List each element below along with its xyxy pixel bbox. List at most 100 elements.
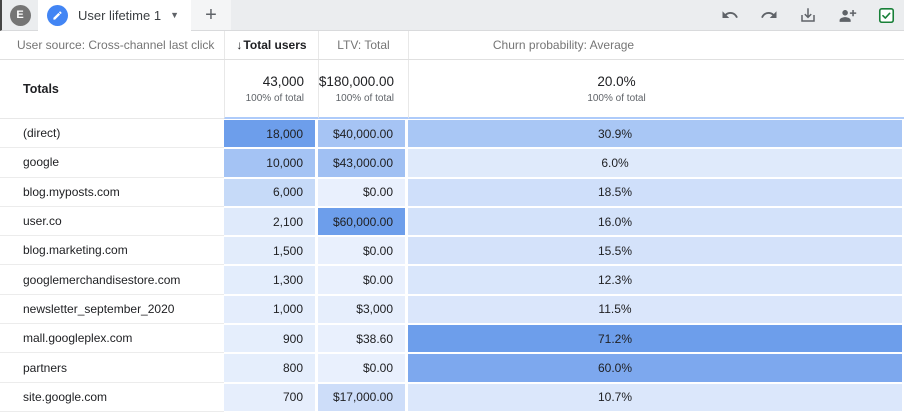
users-cell[interactable]: 1,300 [224,265,318,294]
chevron-down-icon[interactable]: ▼ [170,9,179,20]
dimension-cell[interactable]: user.co [0,207,224,237]
ltv-cell[interactable]: $0.00 [318,236,408,265]
table-row[interactable]: site.google.com 700 $17,000.00 10.7% [0,382,904,412]
ltv-heat-value: $0.00 [318,266,405,294]
header-churn[interactable]: Churn probability: Average [408,31,904,59]
users-cell[interactable]: 10,000 [224,148,318,177]
totals-churn-cell[interactable]: 20.0% 100% of total [408,60,904,119]
users-heat-value: 800 [224,354,315,382]
dimension-cell[interactable]: googlemerchandisestore.com [0,265,224,295]
churn-cell[interactable]: 71.2% [408,324,904,353]
table-row[interactable]: newsletter_september_2020 1,000 $3,000 11.5… [0,294,904,325]
churn-cell[interactable]: 30.9% [408,119,904,148]
table-row[interactable]: mall.googleplex.com 900 $38.60 71.2% [0,324,904,354]
users-cell[interactable]: 6,000 [224,178,318,207]
churn-heat-value: 6.0% [408,149,902,177]
tab-label: User lifetime 1 [78,7,162,23]
table-row[interactable]: partners 800 $0.00 60.0% [0,353,904,383]
avatar-wrap: E [2,0,38,30]
table-row[interactable]: (direct) 18,000 $40,000.00 30.9% [0,119,904,149]
ltv-cell[interactable]: $0.00 [318,178,408,207]
users-cell[interactable]: 900 [224,324,318,353]
header-ltv[interactable]: LTV: Total [318,31,408,59]
ltv-cell[interactable]: $17,000.00 [318,383,408,412]
churn-cell[interactable]: 11.5% [408,295,904,324]
undo-icon[interactable] [719,4,741,26]
totals-users-cell[interactable]: 43,000 100% of total [224,60,318,119]
users-cell[interactable]: 1,500 [224,236,318,265]
dimension-cell[interactable]: (direct) [0,119,224,149]
table-header-row: User source: Cross-channel last click ↓ … [0,31,904,60]
ltv-heat-value: $60,000.00 [318,207,405,236]
totals-churn-value: 20.0% [597,73,636,89]
table-row[interactable]: blog.marketing.com 1,500 $0.00 15.5% [0,236,904,266]
dimension-cell[interactable]: site.google.com [0,383,224,412]
users-cell[interactable]: 2,100 [224,207,318,236]
ltv-cell[interactable]: $0.00 [318,353,408,382]
ltv-heat-value: $43,000.00 [318,149,405,177]
users-cell[interactable]: 18,000 [224,119,318,148]
dimension-cell[interactable]: mall.googleplex.com [0,324,224,354]
top-bar: E User lifetime 1 ▼ + [0,0,904,31]
users-heat-value: 700 [224,383,315,411]
table-row[interactable]: googlemerchandisestore.com 1,300 $0.00 12.3… [0,265,904,295]
churn-heat-value: 71.2% [408,325,902,353]
users-heat-value: 1,000 [224,295,315,324]
redo-icon[interactable] [758,4,780,26]
add-tab-button[interactable]: + [191,0,231,30]
churn-cell[interactable]: 60.0% [408,353,904,382]
dimension-cell[interactable]: newsletter_september_2020 [0,295,224,325]
totals-users-value: 43,000 [262,73,304,89]
churn-heat-value: 15.5% [408,237,902,265]
table-body: (direct) 18,000 $40,000.00 30.9% google 10,00… [0,119,904,412]
churn-cell[interactable]: 16.0% [408,207,904,236]
users-heat-value: 10,000 [224,149,315,177]
churn-cell[interactable]: 18.5% [408,178,904,207]
ltv-heat-value: $0.00 [318,237,405,265]
churn-cell[interactable]: 12.3% [408,265,904,294]
users-cell[interactable]: 700 [224,383,318,412]
churn-heat-value: 30.9% [408,120,902,148]
ltv-heat-value: $17,000.00 [318,383,405,411]
header-dimension[interactable]: User source: Cross-channel last click [17,38,215,52]
plus-icon: + [205,3,217,26]
table-row[interactable]: user.co 2,100 $60,000.00 16.0% [0,206,904,237]
download-icon[interactable] [797,4,819,26]
totals-ltv-percent: 100% of total [335,92,394,104]
ltv-heat-value: $0.00 [318,354,405,382]
users-cell[interactable]: 800 [224,353,318,382]
users-cell[interactable]: 1,000 [224,295,318,324]
totals-churn-percent: 100% of total [587,92,646,104]
add-user-icon[interactable] [836,4,858,26]
avatar[interactable]: E [9,4,31,26]
ltv-cell[interactable]: $43,000.00 [318,148,408,177]
dimension-cell[interactable]: blog.marketing.com [0,236,224,266]
ltv-cell[interactable]: $0.00 [318,265,408,294]
ltv-cell[interactable]: $38.60 [318,324,408,353]
users-heat-value: 2,100 [224,207,315,236]
users-heat-value: 6,000 [224,178,315,206]
ltv-cell[interactable]: $60,000.00 [318,207,408,236]
churn-cell[interactable]: 15.5% [408,236,904,265]
table-row[interactable]: blog.myposts.com 6,000 $0.00 18.5% [0,177,904,207]
users-heat-value: 1,500 [224,237,315,265]
sheets-export-icon[interactable] [875,4,897,26]
tab-user-lifetime[interactable]: User lifetime 1 ▼ [38,0,191,31]
dimension-cell[interactable]: blog.myposts.com [0,178,224,207]
table-row[interactable]: google 10,000 $43,000.00 6.0% [0,148,904,178]
dimension-cell[interactable]: google [0,148,224,178]
ltv-cell[interactable]: $40,000.00 [318,119,408,148]
sort-descending-icon[interactable]: ↓ [236,38,243,52]
churn-heat-value: 12.3% [408,266,902,294]
ltv-heat-value: $0.00 [318,178,405,206]
churn-cell[interactable]: 10.7% [408,383,904,412]
churn-heat-value: 10.7% [408,383,902,411]
churn-cell[interactable]: 6.0% [408,148,904,177]
users-heat-value: 18,000 [224,120,315,148]
dimension-cell[interactable]: partners [0,353,224,383]
ltv-cell[interactable]: $3,000 [318,295,408,324]
header-total-users-label: Total users [243,38,307,52]
totals-ltv-cell[interactable]: $180,000.00 100% of total [318,60,408,119]
header-total-users[interactable]: ↓ Total users [224,31,318,59]
